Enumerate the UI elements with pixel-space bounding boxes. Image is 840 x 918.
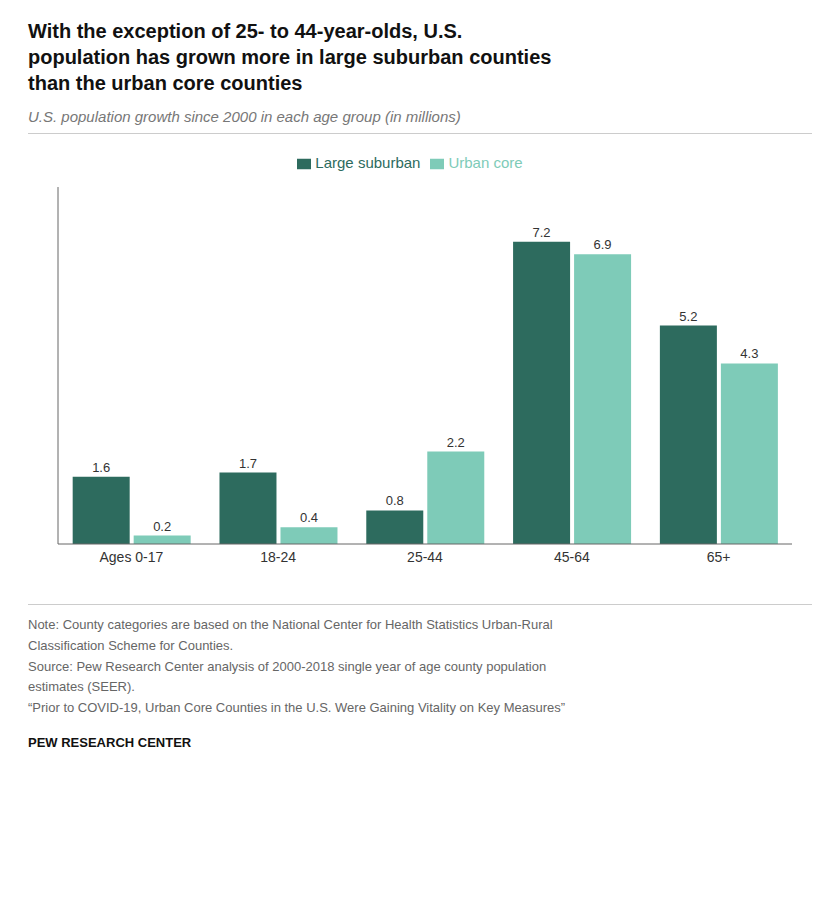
html-text:PEW RESEARCH CENTER: PEW RESEARCH CENTER	[28, 735, 192, 750]
svg-text:0.4: 0.4	[300, 510, 318, 525]
html-text:“Prior to COVID-19, Urban Core: “Prior to COVID-19, Urban Core Counties …	[28, 700, 566, 716]
svg-text:7.2: 7.2	[533, 225, 551, 240]
svg-text:1.7: 1.7	[239, 456, 257, 471]
svg-text:5.2: 5.2	[679, 309, 697, 324]
html-text:Urban core: Urban core	[448, 154, 523, 171]
svg-text:0.8: 0.8	[386, 493, 404, 508]
svg-text:1.6: 1.6	[92, 460, 110, 475]
html-text:Large suburban: Large suburban	[315, 154, 421, 171]
html-text:Source: Pew Research Center an: Source: Pew Research Center analysis of …	[28, 658, 547, 674]
svg-text:0.2: 0.2	[153, 519, 171, 534]
svg-text:2.2: 2.2	[447, 435, 465, 450]
html-text:With the exception of 25- to 4: With the exception of 25- to 44-year-old…	[28, 20, 552, 94]
svg-text:6.9: 6.9	[594, 237, 612, 252]
html-text:U.S. population growth since 2: U.S. population growth since 2000 in eac…	[28, 108, 461, 125]
svg-text:18-24: 18-24	[260, 549, 296, 565]
svg-text:25-44: 25-44	[407, 549, 443, 565]
html-text:Classification Scheme for Coun: Classification Scheme for Counties.	[28, 637, 234, 653]
svg-text:4.3: 4.3	[740, 346, 758, 361]
html-text:Note: County categories are ba: Note: County categories are based on the…	[28, 617, 553, 632]
svg-text:45-64: 45-64	[554, 549, 590, 565]
svg-text:Ages 0-17: Ages 0-17	[99, 549, 163, 565]
svg-text:65+: 65+	[707, 549, 731, 565]
html-text:estimates (SEER).: estimates (SEER).	[28, 679, 135, 695]
